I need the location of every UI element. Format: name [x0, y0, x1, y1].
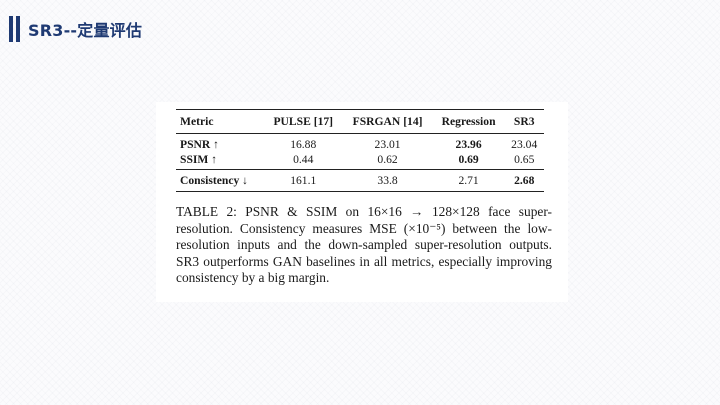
- table-cell: 33.8: [342, 169, 433, 192]
- results-table: Metric PULSE [17] FSRGAN [14] Regression…: [176, 109, 544, 192]
- row-label: Consistency ↓: [176, 169, 265, 192]
- header-fsrgan: FSRGAN [14]: [342, 109, 433, 134]
- header-sr3: SR3: [504, 109, 544, 134]
- slide-header: SR3--定量评估: [9, 16, 142, 42]
- table-row-consistency: Consistency ↓ 161.1 33.8 2.71 2.68: [176, 169, 544, 192]
- row-label: PSNR ↑: [180, 138, 219, 151]
- table-row-psnr: PSNR ↑ 16.88 23.01 23.96 23.04: [176, 134, 544, 153]
- table-cell-best: 2.68: [504, 169, 544, 192]
- slide-title: SR3--定量评估: [28, 21, 143, 40]
- header-regression: Regression: [432, 109, 505, 134]
- table-caption: TABLE 2: PSNR & SSIM on 16×16 → 128×128 …: [176, 204, 552, 286]
- paper-figure: Metric PULSE [17] FSRGAN [14] Regression…: [156, 102, 568, 302]
- table-cell: 23.01: [374, 138, 401, 151]
- table-cell: 23.04: [511, 138, 538, 151]
- table-row-ssim: SSIM ↑ 0.44 0.62 0.69 0.65: [176, 152, 544, 170]
- table-cell: 161.1: [264, 169, 343, 192]
- row-label: SSIM ↑: [176, 152, 265, 170]
- header-pulse: PULSE [17]: [264, 109, 343, 134]
- header-metric: Metric: [176, 109, 265, 134]
- table-cell: 0.62: [342, 152, 433, 170]
- table-cell: 0.65: [504, 152, 544, 170]
- table-cell-best: 23.96: [455, 138, 482, 151]
- table-cell: 2.71: [432, 169, 505, 192]
- table-header-row: Metric PULSE [17] FSRGAN [14] Regression…: [176, 109, 544, 134]
- title-accent-bar: [9, 16, 13, 42]
- table-cell: 16.88: [290, 138, 317, 151]
- title-accent-bar-secondary: [16, 16, 20, 42]
- table-cell-best: 0.69: [432, 152, 505, 170]
- table-cell: 0.44: [264, 152, 343, 170]
